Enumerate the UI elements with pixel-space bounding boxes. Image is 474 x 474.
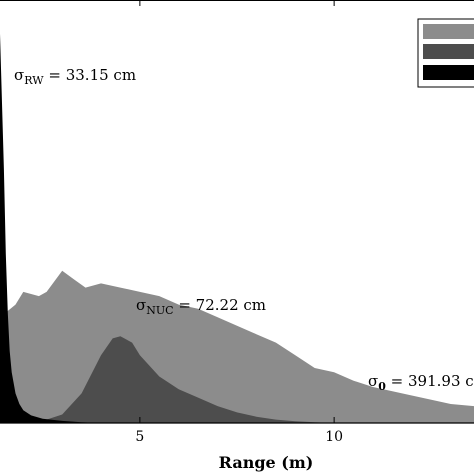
- series-area-0: [0, 270, 474, 423]
- series-area-1: [0, 336, 474, 423]
- x-tick-label-1: 10: [325, 429, 343, 445]
- legend-swatch-2: [423, 65, 474, 80]
- annotation-nuc: σNUC = 72.22 cm: [136, 296, 266, 317]
- annotation-zero: σ0 = 391.93 cm: [368, 372, 474, 393]
- annotation-rw: σRW = 33.15 cm: [14, 66, 136, 87]
- x-tick-label-0: 5: [135, 429, 144, 445]
- x-ticks: 5 10: [135, 0, 343, 445]
- legend-swatch-0: [423, 24, 474, 39]
- x-axis-label: Range (m): [219, 453, 314, 472]
- legend-swatch-1: [423, 44, 474, 59]
- legend: [417, 18, 474, 88]
- series-layer: [0, 33, 474, 423]
- plot-area: [0, 33, 474, 423]
